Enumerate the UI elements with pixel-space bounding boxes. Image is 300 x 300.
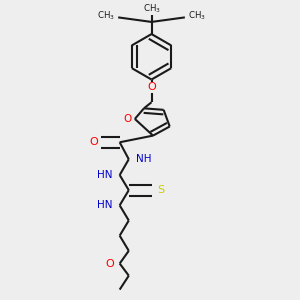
Text: CH$_3$: CH$_3$ bbox=[97, 10, 115, 22]
Text: O: O bbox=[123, 114, 131, 124]
Text: CH$_3$: CH$_3$ bbox=[188, 10, 206, 22]
Text: NH: NH bbox=[136, 154, 152, 164]
Text: O: O bbox=[106, 259, 114, 269]
Text: HN: HN bbox=[97, 200, 112, 210]
Text: S: S bbox=[157, 185, 164, 195]
Text: O: O bbox=[147, 82, 156, 92]
Text: HN: HN bbox=[97, 170, 112, 180]
Text: CH$_3$: CH$_3$ bbox=[142, 2, 160, 14]
Text: O: O bbox=[90, 137, 98, 147]
